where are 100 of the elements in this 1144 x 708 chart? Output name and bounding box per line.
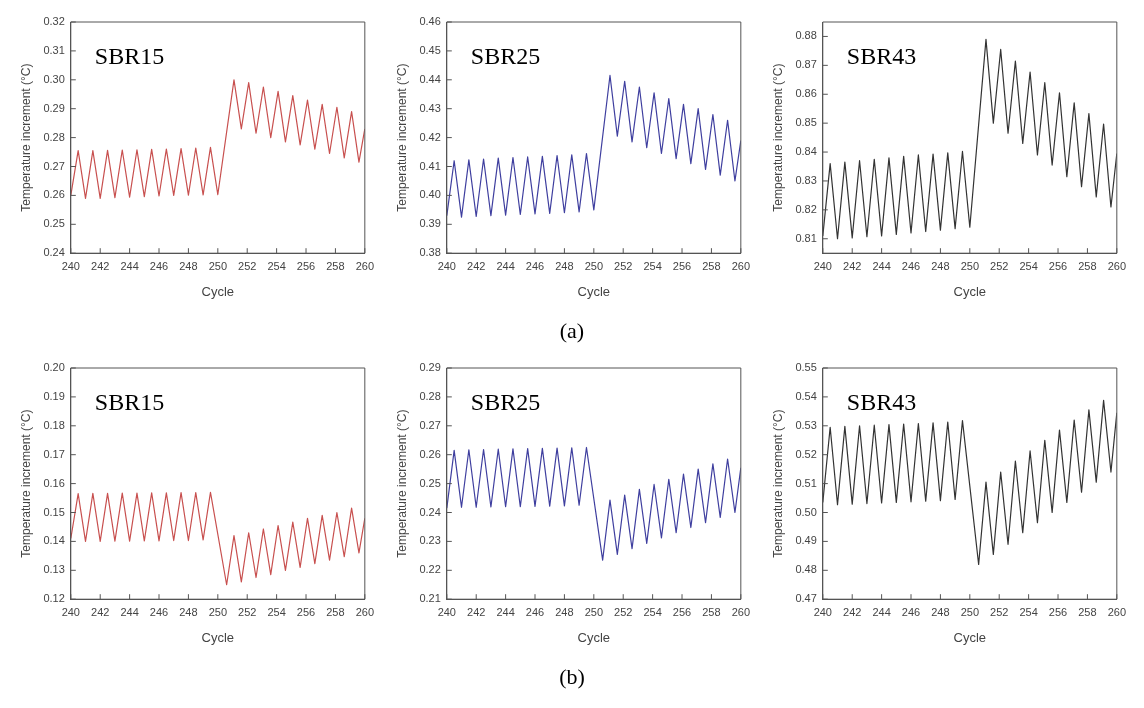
text: (a) [559, 318, 585, 344]
y-tick-label: 0.88 [795, 29, 817, 42]
x-axis-title: Cycle [953, 283, 987, 299]
x-tick-label: 260 [731, 259, 750, 272]
x-tick-label: 244 [872, 259, 891, 272]
y-tick-label: 0.46 [419, 15, 441, 28]
y-tick-label: 0.26 [419, 447, 441, 460]
y-tick-label: 0.26 [43, 188, 65, 201]
x-axis-title: Cycle [201, 629, 235, 645]
x-tick-label: 246 [525, 259, 545, 272]
x-tick-label: 252 [990, 259, 1009, 272]
x-tick-label: 258 [1078, 259, 1097, 272]
y-tick-label: 0.45 [419, 43, 441, 56]
y-tick-label: 0.25 [43, 217, 65, 230]
x-tick-label: 248 [179, 259, 198, 272]
x-axis-title: Cycle [953, 629, 987, 645]
x-tick-label: 256 [672, 259, 692, 272]
y-tick-label: 0.43 [419, 101, 441, 114]
x-tick-label: 250 [960, 605, 979, 618]
x-tick-label: 246 [149, 605, 169, 618]
y-axis-title: Temperature increment (°C) [18, 63, 33, 212]
x-tick-label: 248 [931, 259, 950, 272]
x-tick-label: 240 [813, 605, 832, 618]
y-tick-label: 0.81 [795, 231, 817, 244]
x-tick-label: 250 [960, 259, 979, 272]
y-axis-title: Temperature increment (°C) [394, 409, 409, 558]
x-tick-label: 256 [672, 605, 692, 618]
x-tick-label: 258 [1078, 605, 1097, 618]
y-tick-label: 0.25 [419, 476, 441, 489]
x-tick-label: 246 [901, 259, 921, 272]
x-tick-label: 252 [238, 259, 257, 272]
y-tick-label: 0.38 [419, 246, 441, 259]
x-axis-title: Cycle [577, 629, 611, 645]
y-tick-label: 0.82 [795, 202, 817, 215]
x-tick-label: 254 [643, 259, 662, 272]
x-tick-label: 254 [267, 605, 286, 618]
y-tick-label: 0.14 [43, 534, 65, 547]
y-tick-label: 0.27 [43, 159, 65, 172]
y-tick-label: 0.44 [419, 72, 441, 85]
y-tick-label: 0.21 [419, 592, 441, 605]
x-tick-label: 246 [149, 259, 169, 272]
x-tick-label: 260 [1107, 259, 1126, 272]
text: SBR25 [470, 43, 541, 70]
y-tick-label: 0.28 [419, 389, 441, 402]
y-axis-title: Temperature increment (°C) [770, 63, 785, 212]
text: SBR43 [846, 43, 917, 70]
x-tick-label: 250 [208, 259, 227, 272]
y-axis-title: Temperature increment (°C) [770, 409, 785, 558]
x-tick-label: 250 [584, 605, 603, 618]
x-tick-label: 260 [731, 605, 750, 618]
x-tick-label: 250 [584, 259, 603, 272]
x-tick-label: 254 [1019, 259, 1038, 272]
y-tick-label: 0.39 [419, 217, 441, 230]
y-axis-title: Temperature increment (°C) [18, 409, 33, 558]
text: SBR15 [94, 43, 165, 70]
y-tick-label: 0.40 [419, 188, 441, 201]
x-tick-label: 244 [496, 259, 515, 272]
text: (b) [559, 664, 585, 690]
y-tick-label: 0.52 [795, 447, 817, 460]
x-tick-label: 254 [1019, 605, 1038, 618]
text: SBR25 [470, 389, 541, 416]
y-tick-label: 0.48 [795, 563, 817, 576]
x-tick-label: 242 [467, 605, 486, 618]
x-tick-label: 242 [91, 605, 110, 618]
x-tick-label: 248 [931, 605, 950, 618]
x-tick-label: 252 [238, 605, 257, 618]
text: SBR43 [846, 389, 917, 416]
x-tick-label: 252 [614, 259, 633, 272]
x-tick-label: 240 [61, 259, 80, 272]
x-tick-label: 242 [91, 259, 110, 272]
y-tick-label: 0.23 [419, 534, 441, 547]
x-tick-label: 246 [525, 605, 545, 618]
x-tick-label: 258 [702, 259, 721, 272]
y-tick-label: 0.27 [419, 418, 441, 431]
x-tick-label: 258 [702, 605, 721, 618]
y-tick-label: 0.12 [43, 592, 65, 605]
y-tick-label: 0.29 [43, 101, 65, 114]
x-tick-label: 240 [437, 605, 456, 618]
x-tick-label: 242 [467, 259, 486, 272]
y-tick-label: 0.51 [795, 476, 817, 489]
y-tick-label: 0.42 [419, 130, 441, 143]
y-tick-label: 0.29 [419, 361, 441, 374]
y-tick-label: 0.47 [795, 592, 817, 605]
y-tick-label: 0.41 [419, 159, 441, 172]
y-tick-label: 0.87 [795, 58, 817, 71]
y-tick-label: 0.24 [43, 246, 65, 259]
x-tick-label: 242 [843, 605, 862, 618]
x-tick-label: 256 [1048, 605, 1068, 618]
y-axis-title: Temperature increment (°C) [394, 63, 409, 212]
x-tick-label: 242 [843, 259, 862, 272]
x-tick-label: 240 [813, 259, 832, 272]
x-tick-label: 240 [61, 605, 80, 618]
y-tick-label: 0.17 [43, 447, 65, 460]
x-tick-label: 244 [120, 605, 139, 618]
x-tick-label: 252 [614, 605, 633, 618]
y-tick-label: 0.24 [419, 505, 441, 518]
x-tick-label: 258 [326, 605, 345, 618]
x-axis-title: Cycle [201, 283, 235, 299]
y-tick-label: 0.22 [419, 563, 441, 576]
y-tick-label: 0.32 [43, 15, 65, 28]
